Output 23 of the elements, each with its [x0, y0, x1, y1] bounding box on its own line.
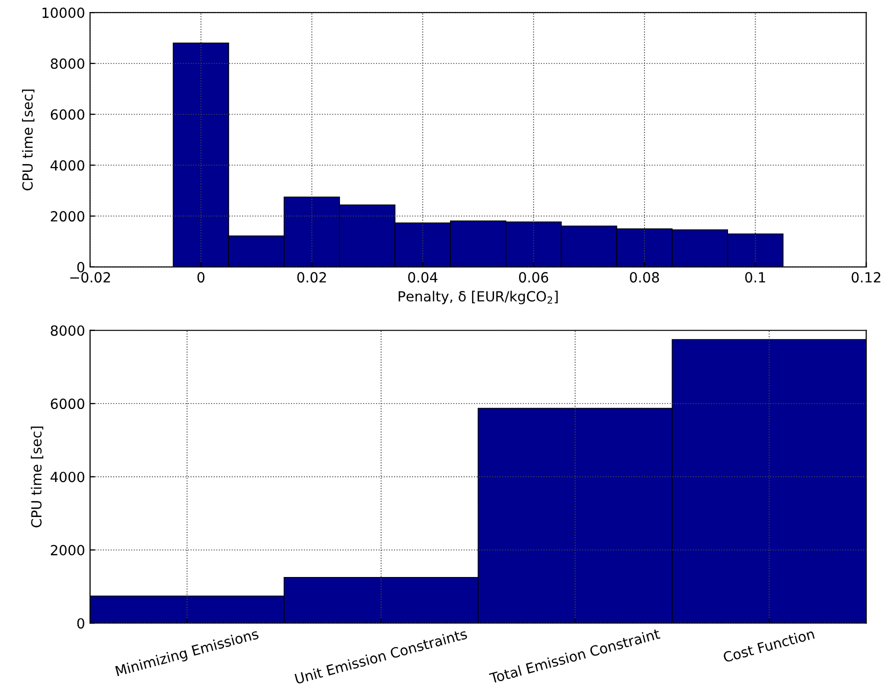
x-tick-label: 0 [197, 272, 204, 283]
x-tick-label: 0.1 [745, 272, 766, 283]
x-axis-title: Penalty, δ [EUR/kgCO$_{2}$] [398, 290, 558, 304]
y-tick-label: 2000 [50, 544, 84, 556]
y-tick-label: 10000 [42, 8, 84, 18]
x-tick-label: 0.08 [630, 272, 659, 283]
y-tick-label: 8000 [50, 325, 84, 336]
x-tick-label: 0.12 [852, 272, 880, 283]
y-tick-label: 0 [77, 618, 84, 629]
y-axis-title: CPU time [sec] [30, 426, 44, 528]
x-tick-label: −0.02 [70, 272, 110, 283]
x-tick-label: 0.02 [297, 272, 326, 283]
y-tick-label: 6000 [50, 398, 84, 410]
x-tick-label: 0.04 [408, 272, 438, 283]
y-tick-label: 6000 [50, 109, 84, 120]
y-tick-label: 8000 [50, 58, 84, 69]
y-tick-label: 0 [77, 262, 84, 272]
x-tick-label: Cost Function [722, 628, 815, 663]
x-tick-label: 0.06 [519, 272, 548, 283]
y-tick-label: 2000 [50, 211, 84, 222]
y-axis-title: CPU time [sec] [22, 90, 34, 190]
y-tick-label: 4000 [50, 160, 84, 171]
y-tick-label: 4000 [50, 472, 84, 482]
